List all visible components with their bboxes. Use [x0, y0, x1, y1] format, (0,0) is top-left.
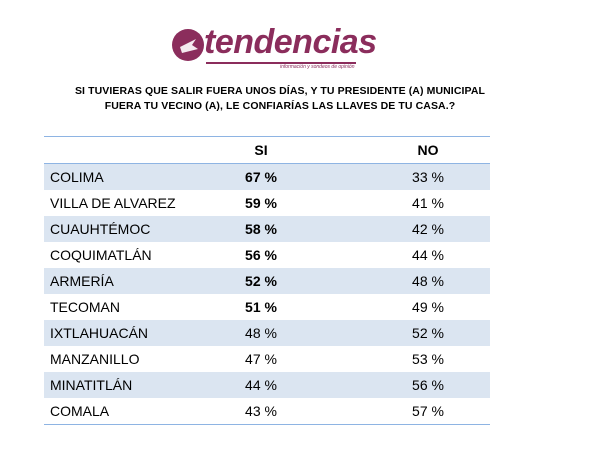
row-si-value: 52 %: [245, 273, 277, 289]
results-table: SI NO COLIMA 67 % 33 % VILLA DE ALVAREZ 59 %…: [44, 136, 490, 425]
logo-text: tendencias: [204, 23, 377, 61]
table-row: COLIMA 67 % 33 %: [44, 164, 490, 190]
row-name: VILLA DE ALVAREZ: [50, 195, 176, 211]
row-name: COQUIMATLÁN: [50, 247, 152, 263]
row-name: MINATITLÁN: [50, 377, 133, 393]
row-name: ARMERÍA: [50, 273, 114, 289]
logo-tagline: información y sondeos de opinión: [280, 64, 355, 70]
row-si-value: 48 %: [245, 325, 277, 341]
row-name: MANZANILLO: [50, 351, 140, 367]
logo-mark-icon: [172, 29, 204, 61]
row-no-value: 52 %: [412, 325, 444, 341]
row-no-value: 44 %: [412, 247, 444, 263]
row-si-value: 44 %: [245, 377, 277, 393]
row-no-value: 56 %: [412, 377, 444, 393]
row-no-value: 41 %: [412, 195, 444, 211]
row-si-value: 47 %: [245, 351, 277, 367]
table-row: IXTLAHUACÁN 48 % 52 %: [44, 320, 490, 346]
tendencias-logo: tendencias información y sondeos de opin…: [170, 23, 377, 70]
row-si-value: 58 %: [245, 221, 277, 237]
table-row: TECOMAN 51 % 49 %: [44, 294, 490, 320]
table-header: SI NO: [44, 137, 490, 164]
question-line-1: SI TUVIERAS QUE SALIR FUERA UNOS DÍAS, Y…: [74, 85, 486, 97]
question-line-2: FUERA TU VECINO (A), LE CONFIARÍAS LAS L…: [104, 100, 456, 112]
table-row: MINATITLÁN 44 % 56 %: [44, 372, 490, 398]
row-no-value: 57 %: [412, 403, 444, 419]
row-name: COMALA: [50, 403, 110, 419]
header-si: SI: [254, 142, 268, 158]
row-name: COLIMA: [50, 169, 104, 185]
row-si-value: 51 %: [245, 299, 277, 315]
table-body: COLIMA 67 % 33 % VILLA DE ALVAREZ 59 % 41 % CU…: [44, 164, 490, 424]
survey-question: SI TUVIERAS QUE SALIR FUERA UNOS DÍAS, Y…: [40, 84, 520, 114]
row-si-value: 43 %: [245, 403, 277, 419]
row-si-value: 56 %: [245, 247, 277, 263]
table-row: CUAUHTÉMOC 58 % 42 %: [44, 216, 490, 242]
row-si-value: 67 %: [245, 169, 277, 185]
row-si-value: 59 %: [245, 195, 277, 211]
row-no-value: 42 %: [412, 221, 444, 237]
table-row: MANZANILLO 47 % 53 %: [44, 346, 490, 372]
row-name: TECOMAN: [50, 299, 120, 315]
row-no-value: 53 %: [412, 351, 444, 367]
table-row: COQUIMATLÁN 56 % 44 %: [44, 242, 490, 268]
row-name: IXTLAHUACÁN: [50, 325, 149, 341]
row-no-value: 49 %: [412, 299, 444, 315]
row-name: CUAUHTÉMOC: [50, 221, 151, 237]
logo-underline: [206, 62, 356, 64]
header-no: NO: [417, 142, 439, 158]
table-row: VILLA DE ALVAREZ 59 % 41 %: [44, 190, 490, 216]
table-row: ARMERÍA 52 % 48 %: [44, 268, 490, 294]
row-no-value: 48 %: [412, 273, 444, 289]
row-no-value: 33 %: [412, 169, 444, 185]
table-row: COMALA 43 % 57 %: [44, 398, 490, 424]
